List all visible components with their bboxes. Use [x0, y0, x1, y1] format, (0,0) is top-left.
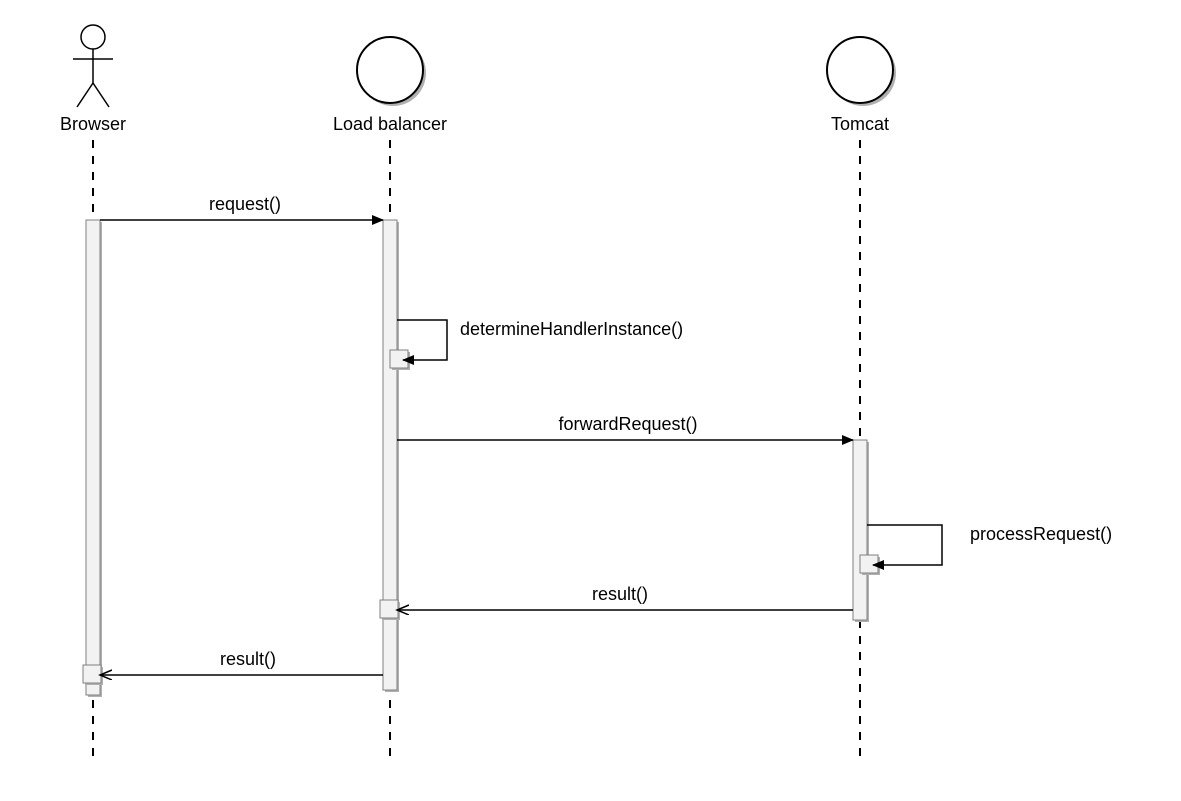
message-label-m1: request() [209, 194, 281, 214]
message-label-m2: determineHandlerInstance() [460, 319, 683, 339]
actor-head-icon [81, 25, 105, 49]
activation-tomcat [853, 440, 867, 620]
activation-browser [86, 220, 100, 695]
participant-label-lb: Load balancer [333, 114, 447, 134]
message-label-m4: processRequest() [970, 524, 1112, 544]
execution-marker [390, 350, 408, 368]
participant-head-tomcat [827, 37, 893, 103]
message-label-m3: forwardRequest() [558, 414, 697, 434]
execution-marker [380, 600, 398, 618]
message-label-m5: result() [592, 584, 648, 604]
message-label-m6: result() [220, 649, 276, 669]
participant-head-lb [357, 37, 423, 103]
participant-label-tomcat: Tomcat [831, 114, 889, 134]
sequence-diagram: Browser Load balancer Tomcat request() deter… [0, 0, 1181, 801]
execution-marker [83, 665, 101, 683]
participant-label-browser: Browser [60, 114, 126, 134]
execution-marker [860, 555, 878, 573]
